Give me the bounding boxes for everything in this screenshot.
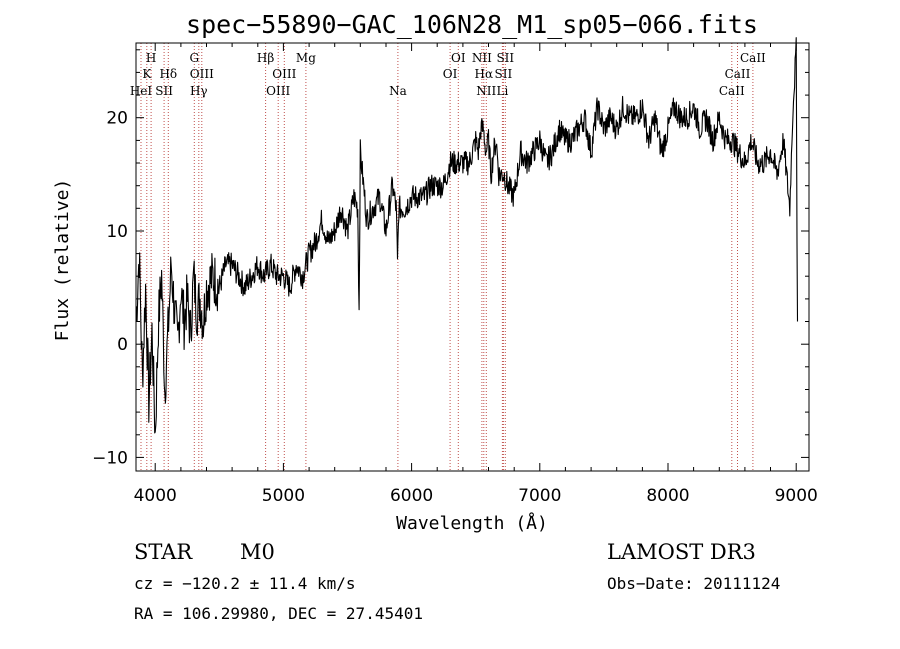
emission-line-label: CaII bbox=[719, 84, 745, 98]
emission-line-label: OI bbox=[451, 51, 466, 65]
emission-line-label: SII bbox=[155, 84, 173, 98]
emission-line-label: HeI bbox=[130, 84, 153, 98]
emission-line-label: SII bbox=[495, 67, 513, 81]
x-tick-label: 6000 bbox=[390, 486, 433, 506]
x-tick-label: 5000 bbox=[262, 486, 305, 506]
x-tick-label: 9000 bbox=[775, 486, 818, 506]
emission-line-label: H bbox=[146, 51, 156, 65]
emission-line-label: CaII bbox=[725, 67, 751, 81]
x-axis-label: Wavelength (Å) bbox=[396, 512, 548, 534]
emission-line-label: K bbox=[142, 67, 152, 81]
y-tick-label: 10 bbox=[106, 222, 128, 242]
coordinates: RA = 106.29980, DEC = 27.45401 bbox=[134, 604, 423, 623]
emission-line-label: OIII bbox=[272, 67, 296, 81]
y-tick-label: 0 bbox=[117, 335, 128, 355]
x-axis-ticks: 4000 5000 6000 7000 8000 9000 bbox=[134, 43, 818, 506]
plot-frame bbox=[135, 42, 810, 472]
emission-line-label: Li bbox=[496, 84, 508, 98]
emission-line-label: Hδ bbox=[159, 67, 177, 81]
emission-line-label: SII bbox=[496, 51, 514, 65]
survey-name: LAMOST DR3 bbox=[607, 540, 756, 564]
emission-line-label: OI bbox=[443, 67, 458, 81]
chart-title: spec−55890−GAC_106N28_M1_sp05−066.fits bbox=[186, 10, 758, 39]
emission-line-label: NII bbox=[472, 51, 492, 65]
y-axis-ticks: −10 0 10 20 bbox=[92, 49, 809, 468]
emission-line-label: NII bbox=[476, 84, 496, 98]
emission-line-markers bbox=[140, 43, 754, 471]
emission-line-label: Na bbox=[389, 84, 407, 98]
emission-line-label: Hβ bbox=[257, 51, 274, 65]
spectrum-line bbox=[135, 37, 799, 434]
emission-line-label: OIII bbox=[266, 84, 290, 98]
emission-line-label: OIII bbox=[190, 67, 214, 81]
y-tick-label: −10 bbox=[92, 448, 128, 468]
x-tick-label: 7000 bbox=[518, 486, 561, 506]
object-class: STAR bbox=[134, 540, 193, 564]
x-tick-label: 8000 bbox=[646, 486, 689, 506]
redshift-velocity: cz = −120.2 ± 11.4 km/s bbox=[134, 574, 356, 593]
y-axis-label: Flux (relative) bbox=[52, 179, 73, 342]
object-subclass: M0 bbox=[240, 540, 275, 564]
emission-line-label: G bbox=[190, 51, 200, 65]
emission-line-label: Hα bbox=[475, 67, 494, 81]
emission-line-label: CaII bbox=[740, 51, 766, 65]
x-tick-label: 4000 bbox=[134, 486, 177, 506]
y-tick-label: 20 bbox=[106, 109, 128, 129]
emission-line-label: Hγ bbox=[190, 84, 208, 98]
emission-line-label: Mg bbox=[296, 51, 316, 65]
observation-date: Obs−Date: 20111124 bbox=[607, 574, 780, 593]
